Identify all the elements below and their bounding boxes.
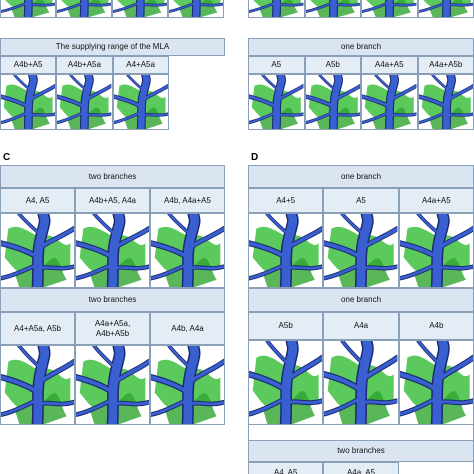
cell-label: A4, A5 xyxy=(248,462,324,474)
vessel-image xyxy=(150,213,225,288)
vessel-render xyxy=(400,214,473,287)
panel-label: D xyxy=(251,152,259,163)
vessel-image xyxy=(398,213,474,288)
vessel-render xyxy=(57,75,111,129)
vessel-image xyxy=(112,74,169,130)
vessel-image xyxy=(75,213,150,288)
cell-label: A4b+A5, A4a xyxy=(75,188,150,213)
vessel-render xyxy=(1,346,74,424)
vessel-render xyxy=(1,0,55,17)
cell-label: A4b, A4a+A5 xyxy=(150,188,225,213)
cell-label: A4+A5a xyxy=(112,56,169,74)
vessel-render xyxy=(169,0,223,17)
cell-label: A5b xyxy=(304,56,361,74)
vessel-render xyxy=(151,214,224,287)
section-header: two branches xyxy=(0,288,225,312)
vessel-render xyxy=(151,346,224,424)
cell-label: A5b xyxy=(248,312,324,340)
vessel-image xyxy=(417,74,474,130)
section-header: two branches xyxy=(248,440,474,462)
vessel-render xyxy=(76,346,149,424)
vessel-render xyxy=(249,214,322,287)
vessel-render xyxy=(249,341,322,424)
cell-label: A4a+A5b xyxy=(417,56,474,74)
vessel-image xyxy=(75,345,150,425)
panel-label: C xyxy=(3,152,11,163)
cell-label: A4+5 xyxy=(248,188,324,213)
vessel-render xyxy=(419,0,474,17)
cell-label: A4a+A5 xyxy=(361,56,418,74)
vessel-render xyxy=(306,75,361,129)
section-header: one branch xyxy=(248,288,474,312)
vessel-render xyxy=(249,75,304,129)
vessel-render xyxy=(419,75,474,129)
vessel-render xyxy=(400,341,473,424)
cell-label: A5 xyxy=(248,56,305,74)
vessel-image xyxy=(150,345,225,425)
section-header: The supplying range of the MLA xyxy=(0,38,225,56)
section-header: one branch xyxy=(248,165,474,188)
cell-label: A4b, A4a xyxy=(150,312,225,345)
vessel-render xyxy=(362,75,417,129)
vessel-image xyxy=(398,340,474,425)
vessel-render xyxy=(1,75,55,129)
vessel-image xyxy=(304,74,361,130)
vessel-image xyxy=(0,74,57,130)
vessel-render xyxy=(1,214,74,287)
vessel-image xyxy=(56,74,113,130)
vessel-render xyxy=(76,214,149,287)
cell-label: A5 xyxy=(323,188,399,213)
cell-label: A4+A5a, A5b xyxy=(0,312,75,345)
cell-label: A4a xyxy=(323,312,399,340)
vessel-image xyxy=(112,0,168,18)
vessel-image xyxy=(0,213,75,288)
section-header: one branch xyxy=(248,38,474,56)
vessel-render xyxy=(57,0,111,17)
cell-label: A4a+A5 xyxy=(398,188,474,213)
vessel-image xyxy=(304,0,361,18)
vessel-image xyxy=(168,0,224,18)
vessel-image xyxy=(0,0,56,18)
vessel-render xyxy=(324,214,397,287)
cell-label: A4a+A5a, A4b+A5b xyxy=(75,312,150,345)
cell-label: A4b+A5 xyxy=(0,56,57,74)
cell-label: A4b+A5a xyxy=(56,56,113,74)
vessel-image xyxy=(323,340,399,425)
section-header: two branches xyxy=(0,165,225,188)
vessel-render xyxy=(249,0,304,17)
vessel-render xyxy=(324,341,397,424)
vessel-render xyxy=(362,0,417,17)
vessel-render xyxy=(113,0,167,17)
vessel-image xyxy=(248,213,324,288)
vessel-image xyxy=(417,0,474,18)
cell-label: A4a, A5 xyxy=(323,462,399,474)
vessel-image xyxy=(248,74,305,130)
vessel-image xyxy=(323,213,399,288)
vessel-image xyxy=(361,0,418,18)
vessel-render xyxy=(114,75,168,129)
vessel-image xyxy=(361,74,418,130)
vessel-render xyxy=(306,0,361,17)
cell-label: A4b xyxy=(398,312,474,340)
vessel-image xyxy=(0,345,75,425)
cell-label: A4, A5 xyxy=(0,188,75,213)
vessel-image xyxy=(248,340,324,425)
vessel-image xyxy=(248,0,305,18)
vessel-image xyxy=(56,0,112,18)
